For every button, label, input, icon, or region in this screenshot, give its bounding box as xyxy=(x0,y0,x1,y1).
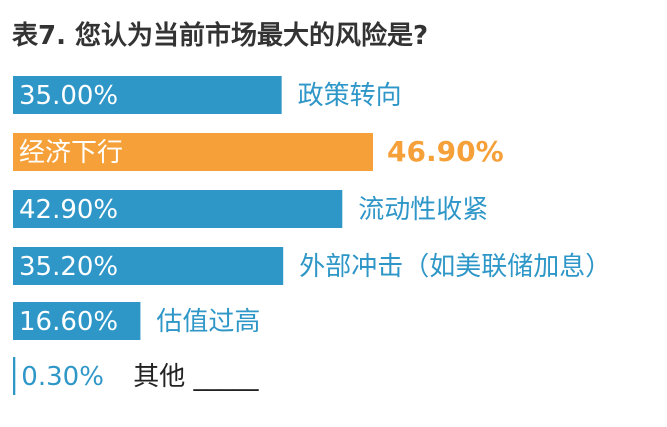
bar xyxy=(13,190,343,228)
bar xyxy=(13,133,373,171)
category-label: 估值过高 xyxy=(156,307,260,337)
chart-title: 表7. 您认为当前市场最大的风险是? xyxy=(12,20,428,51)
value-label: 35.20% xyxy=(19,252,118,282)
category-label: 外部冲击（如美联储加息） xyxy=(299,252,611,282)
value-label: 42.90% xyxy=(19,195,118,225)
bar xyxy=(13,247,284,285)
bar xyxy=(13,302,141,340)
category-label: 经济下行 xyxy=(19,138,123,168)
value-label: 0.30% xyxy=(21,362,104,392)
value-label: 46.90% xyxy=(387,135,504,168)
category-label: 流动性收紧 xyxy=(358,195,488,225)
bar xyxy=(13,357,16,395)
category-label: 其他 _____ xyxy=(133,362,259,392)
value-label: 35.00% xyxy=(19,81,118,111)
value-label: 16.60% xyxy=(19,307,118,337)
bar xyxy=(13,76,282,114)
category-label: 政策转向 xyxy=(298,81,402,111)
